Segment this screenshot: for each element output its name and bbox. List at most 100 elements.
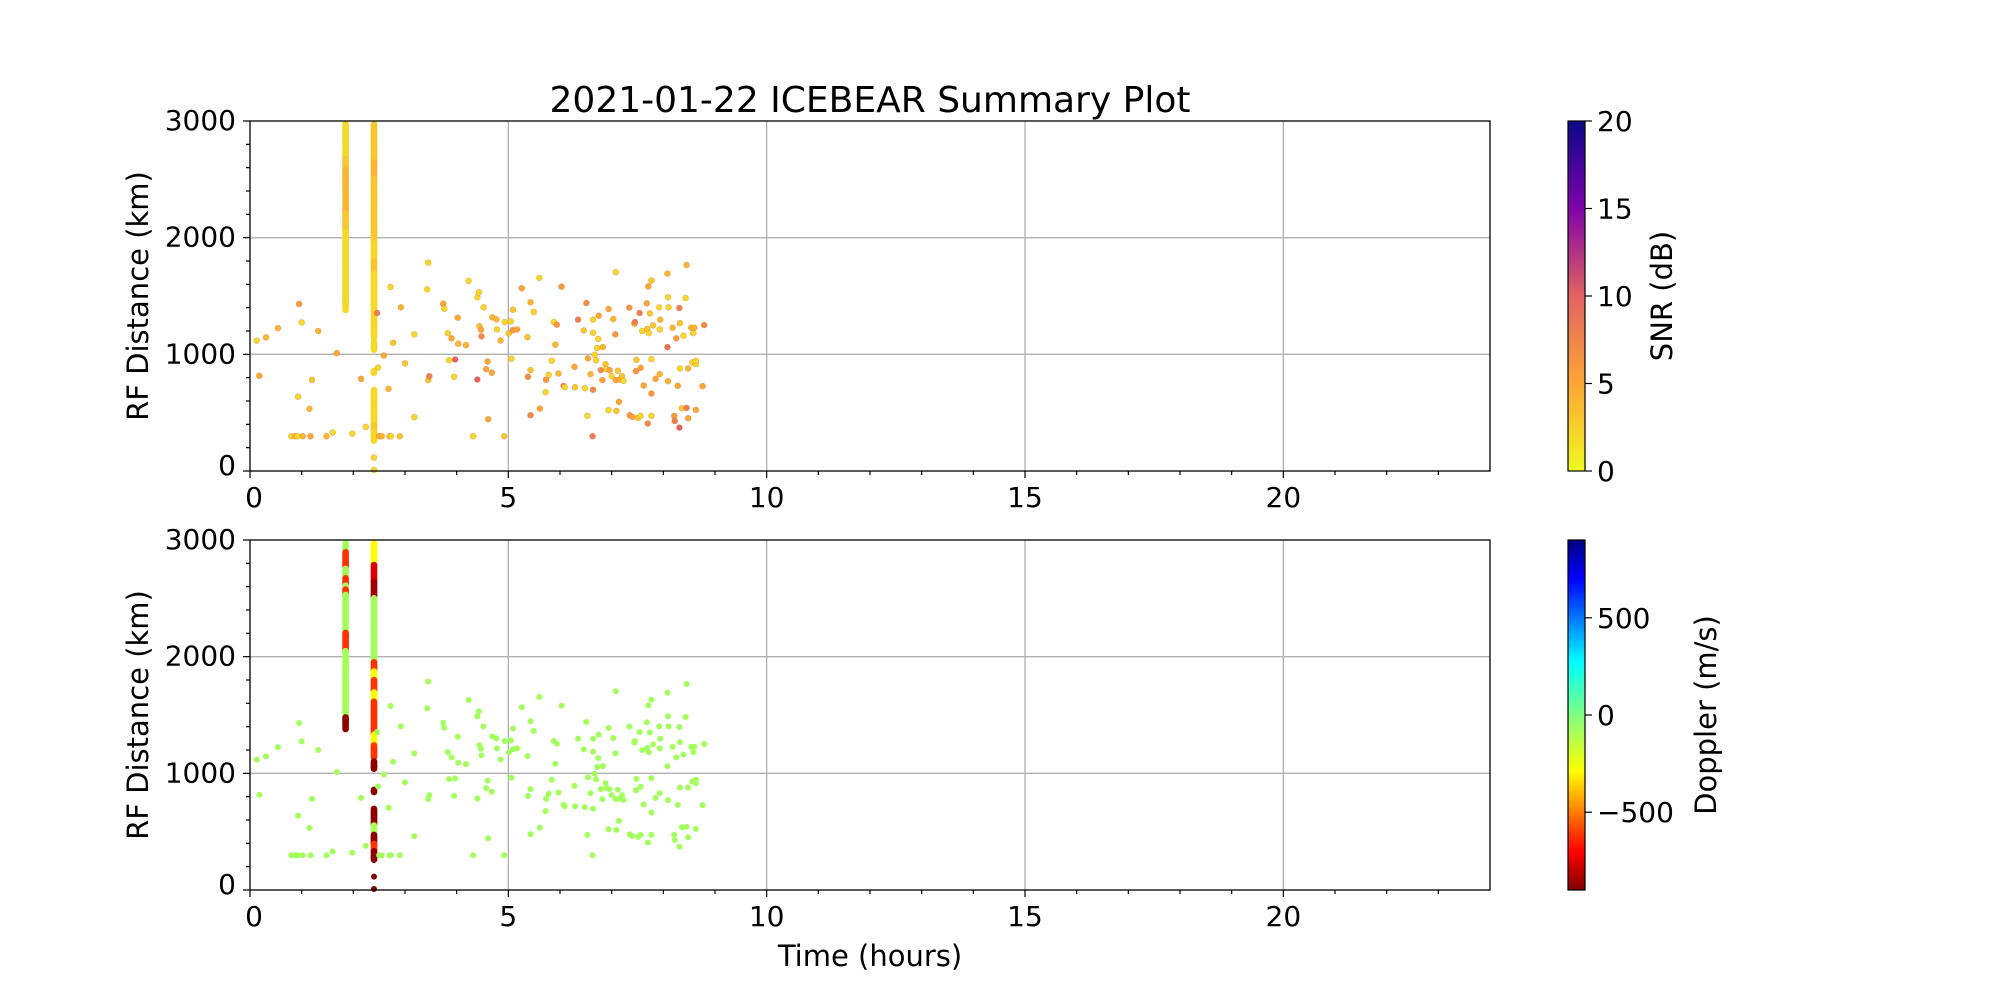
streak-point — [370, 561, 378, 569]
data-point — [685, 784, 692, 791]
colorbar-tick-label: 20 — [1597, 105, 1633, 138]
x-tick-label: 0 — [245, 481, 263, 514]
data-point — [664, 713, 671, 720]
data-point — [606, 786, 613, 793]
data-point — [594, 764, 601, 771]
data-point — [454, 314, 462, 322]
data-point — [455, 759, 462, 766]
data-point — [306, 405, 313, 413]
data-point — [665, 304, 672, 311]
data-point — [543, 795, 550, 802]
streak-point — [370, 403, 378, 410]
data-point — [648, 390, 655, 397]
streak-point — [370, 822, 378, 829]
data-point — [387, 283, 394, 291]
streak-point — [342, 295, 349, 302]
data-point — [484, 358, 491, 365]
data-point — [469, 432, 477, 440]
data-point — [411, 750, 418, 757]
data-point — [589, 329, 597, 337]
data-point — [589, 386, 597, 394]
data-point — [657, 735, 664, 742]
data-point — [527, 411, 534, 419]
data-point — [685, 834, 692, 841]
data-point — [527, 786, 534, 793]
data-point — [636, 309, 643, 317]
data-point — [410, 331, 418, 338]
data-point — [308, 376, 316, 384]
data-point — [387, 703, 394, 710]
data-point — [483, 785, 490, 792]
streak-point — [370, 658, 378, 666]
data-point — [514, 745, 521, 752]
snr-panel: 0 5 10 15 20 0 1000 2000 3000 0 5 10 15 20 — [165, 104, 1633, 514]
data-point — [597, 366, 605, 374]
streak-point — [342, 539, 349, 547]
data-point — [380, 771, 387, 778]
data-point — [513, 326, 521, 333]
data-point — [629, 413, 636, 421]
data-point — [610, 734, 617, 741]
data-point — [462, 341, 470, 349]
data-point — [423, 286, 431, 293]
data-point — [451, 792, 458, 799]
data-point — [474, 376, 481, 383]
data-point — [614, 786, 621, 793]
data-point — [683, 823, 690, 830]
data-point — [631, 318, 639, 326]
data-point — [692, 776, 699, 783]
data-point — [699, 802, 706, 809]
data-point — [676, 319, 684, 327]
data-point — [669, 743, 676, 750]
data-point — [648, 412, 655, 420]
data-point — [608, 372, 615, 380]
data-point — [425, 678, 432, 685]
streak-point — [370, 270, 378, 277]
data-point — [614, 367, 622, 375]
data-point — [664, 689, 671, 696]
data-point — [682, 294, 689, 302]
data-point — [594, 335, 602, 343]
data-point — [465, 277, 472, 285]
y-tick-label: 1000 — [165, 337, 236, 370]
data-point — [636, 729, 643, 736]
data-point — [524, 373, 532, 381]
data-point — [306, 824, 313, 831]
y-tick-label: 1000 — [165, 756, 236, 789]
data-point — [664, 377, 672, 385]
data-point — [448, 335, 455, 342]
data-point — [493, 326, 501, 333]
y-tick-label: 3000 — [165, 523, 236, 556]
data-point — [613, 826, 620, 833]
data-point — [680, 751, 687, 758]
streak-point — [342, 155, 349, 163]
colorbar-tick-label: 10 — [1597, 280, 1633, 313]
streak-point — [342, 591, 349, 599]
data-point — [646, 729, 653, 736]
data-point — [683, 680, 690, 687]
data-point — [536, 693, 543, 700]
streak-point — [370, 540, 378, 547]
data-point — [587, 790, 594, 797]
y-axis-label-top: RF Distance (km) — [121, 171, 155, 421]
data-point — [669, 324, 676, 332]
data-point — [643, 300, 651, 307]
data-point — [671, 836, 678, 843]
axes-frame — [249, 539, 1491, 891]
data-point — [580, 327, 588, 334]
data-point — [692, 406, 700, 414]
data-point — [648, 775, 655, 782]
data-point — [637, 364, 644, 372]
data-point — [255, 372, 263, 380]
data-point — [639, 747, 646, 753]
data-point — [298, 738, 305, 745]
data-point — [362, 423, 370, 431]
data-point — [637, 783, 644, 790]
data-point — [633, 775, 640, 782]
data-point — [571, 383, 579, 391]
data-point — [444, 749, 451, 756]
data-point — [402, 779, 408, 786]
x-tick-label: 20 — [1266, 481, 1302, 514]
streak-point — [370, 176, 378, 183]
data-point — [678, 824, 685, 831]
